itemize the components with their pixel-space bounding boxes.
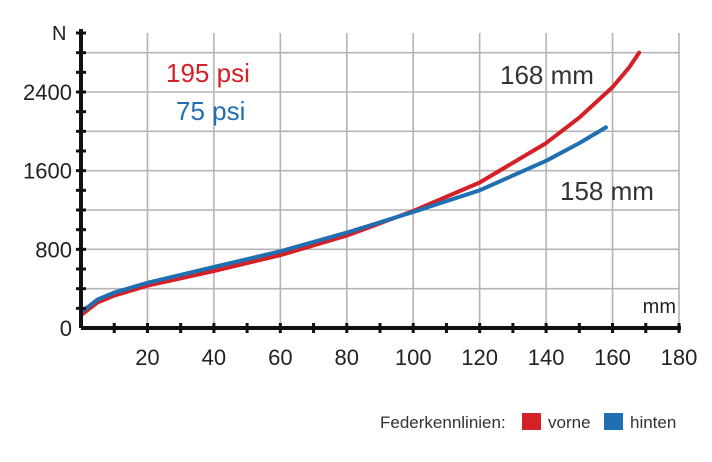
x-tick-label-100: 100 [395,345,432,370]
legend-swatch-vorne [522,413,541,430]
x-tick-label-140: 140 [528,345,565,370]
y-axis-label: N [52,23,66,45]
y-tick-label-2400: 2400 [23,80,72,105]
tick-labels: 20 40 60 80 100 120 140 160 180 0 800 1600 2400 [23,80,697,370]
series-line-hinten [79,125,608,315]
end-label-vorne: 168 mm [500,60,594,90]
x-tick-label-120: 120 [461,345,498,370]
legend-swatch-hinten [604,413,623,430]
x-axis-label: mm [643,296,676,318]
x-tick-label-160: 160 [594,345,631,370]
x-tick-label-20: 20 [135,345,159,370]
pressure-label-vorne: 195 psi [166,58,250,88]
x-tick-label-60: 60 [268,345,292,370]
x-tick-label-80: 80 [335,345,359,370]
pressure-label-hinten: 75 psi [176,96,245,126]
y-tick-label-800: 800 [35,237,72,262]
legend-label-hinten: hinten [630,413,676,432]
x-tick-label-180: 180 [661,345,698,370]
legend-title: Federkennlinien: [380,413,506,432]
legend: Federkennlinien: vorne hinten [380,413,676,432]
legend-label-vorne: vorne [548,413,591,432]
axes [76,29,681,333]
series-layer [79,50,642,318]
y-tick-label-0: 0 [60,316,72,341]
y-tick-label-1600: 1600 [23,159,72,184]
end-label-hinten: 158 mm [560,176,654,206]
x-tick-label-40: 40 [202,345,226,370]
